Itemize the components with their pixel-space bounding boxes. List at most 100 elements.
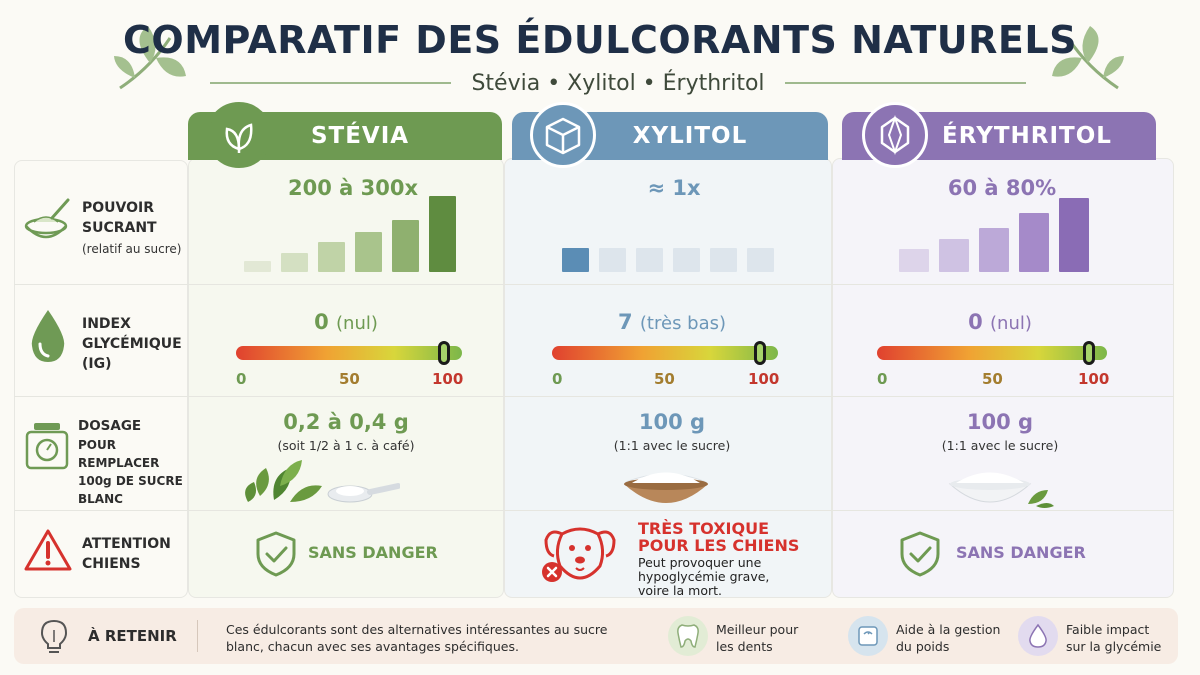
benefit-teeth-label: Meilleur pour les dents bbox=[716, 622, 799, 654]
stevia-ig-marker bbox=[437, 341, 450, 365]
row-divider bbox=[14, 396, 188, 397]
cube-icon bbox=[545, 117, 581, 155]
sweetness-bar bbox=[747, 248, 774, 272]
page-subtitle: Stévia • Xylitol • Érythritol bbox=[471, 70, 765, 96]
erythritol-sweetness: 60 à 80% bbox=[947, 176, 1057, 200]
sweetness-bar bbox=[392, 220, 419, 272]
row-label-glycemic: INDEX GLYCÉMIQUE (IG) bbox=[82, 316, 182, 372]
stevia-dosage: 0,2 à 0,4 g bbox=[283, 410, 409, 434]
erythritol-shield-check-icon bbox=[900, 531, 940, 577]
row-sublabel-sweetness: (relatif au sucre) bbox=[82, 242, 182, 256]
gauge-mid-label: 50 bbox=[654, 370, 675, 388]
sweetness-bar bbox=[939, 239, 969, 272]
row-sublabel-dosage: POUR REMPLACER 100g DE SUCRE BLANC bbox=[78, 438, 183, 506]
row-divider bbox=[188, 396, 1174, 397]
xylitol-sweetness: ≈ 1x bbox=[647, 176, 701, 200]
gauge-max-label: 100 bbox=[1078, 370, 1110, 388]
gauge-min-label: 0 bbox=[877, 370, 888, 388]
sweetness-bar bbox=[318, 241, 345, 272]
xylitol-name: XYLITOL bbox=[632, 123, 748, 149]
xylitol-ig-marker bbox=[753, 341, 766, 365]
benefit-glycemia-badge bbox=[1018, 616, 1058, 656]
row-labels-panel bbox=[14, 160, 188, 598]
erythritol-sweetness-bars bbox=[899, 196, 1089, 272]
erythritol-ig-gauge bbox=[877, 346, 1107, 360]
leaf-icon bbox=[225, 123, 253, 153]
sugar-bowl-icon bbox=[24, 198, 70, 239]
stevia-safety: SANS DANGER bbox=[308, 543, 438, 562]
row-divider bbox=[188, 510, 1174, 511]
stevia-sweetness-bars bbox=[244, 196, 456, 272]
gauge-min-label: 0 bbox=[236, 370, 247, 388]
stevia-sweetness: 200 à 300x bbox=[287, 176, 418, 200]
stevia-leaves-spoon-image bbox=[245, 460, 400, 503]
xylitol-ig-value: 7 bbox=[617, 310, 633, 334]
sweetness-bar bbox=[1019, 213, 1049, 272]
sweetness-bar bbox=[673, 248, 700, 272]
warning-icon bbox=[24, 529, 72, 571]
row-divider bbox=[14, 284, 188, 285]
row-divider bbox=[14, 510, 188, 511]
benefit-weight-label: Aide à la gestion du poids bbox=[896, 622, 1001, 654]
sweetness-bar bbox=[562, 248, 589, 272]
xylitol-ig-gauge bbox=[552, 346, 778, 360]
row-label-dosage: DOSAGE bbox=[78, 418, 142, 434]
row-divider bbox=[188, 284, 1174, 285]
leaf-decoration-left-icon bbox=[114, 26, 186, 90]
gauge-max-label: 100 bbox=[748, 370, 780, 388]
erythritol-safety: SANS DANGER bbox=[956, 543, 1086, 562]
sweetness-bar bbox=[710, 248, 737, 272]
benefit-glycemia-label: Faible impact sur la glycémie bbox=[1066, 622, 1162, 654]
stevia-dosage-note: (soit 1/2 à 1 c. à café) bbox=[277, 438, 415, 453]
crystal-icon bbox=[880, 115, 910, 155]
leaf-decoration-right-icon bbox=[1052, 26, 1124, 90]
gauge-mid-label: 50 bbox=[982, 370, 1003, 388]
xylitol-bowl-image bbox=[624, 472, 708, 503]
stevia-shield-check-icon bbox=[256, 531, 296, 577]
sweetness-bar bbox=[1059, 197, 1089, 272]
xylitol-ig: 7 (très bas) bbox=[504, 310, 840, 334]
stevia-ig-note: (nul) bbox=[336, 313, 378, 334]
xylitol-panel bbox=[504, 158, 832, 598]
stevia-ig-value: 0 bbox=[314, 310, 329, 334]
subtitle-divider-right bbox=[784, 82, 1027, 84]
dog-warning-icon bbox=[542, 527, 616, 582]
erythritol-badge bbox=[862, 102, 928, 168]
gauge-mid-label: 50 bbox=[339, 370, 360, 388]
footer-divider bbox=[197, 620, 198, 652]
xylitol-sweetness-bars bbox=[562, 196, 774, 272]
sweetness-bar bbox=[429, 196, 456, 272]
sweetness-bar bbox=[979, 227, 1009, 272]
row-label-sweetness: POUVOIR SUCRANT bbox=[82, 200, 157, 236]
xylitol-dosage-note: (1:1 avec le sucre) bbox=[613, 438, 731, 453]
sweetness-bar bbox=[244, 260, 271, 272]
stevia-ig-gauge bbox=[236, 346, 462, 360]
lightbulb-icon bbox=[40, 619, 68, 653]
subtitle-divider-left bbox=[210, 82, 452, 84]
scale-icon bbox=[25, 423, 69, 470]
row-label-warning: ATTENTION CHIENS bbox=[82, 536, 171, 572]
sweetness-bar bbox=[636, 248, 663, 272]
sweetness-bar bbox=[355, 232, 382, 272]
stevia-name: STÉVIA bbox=[310, 123, 410, 149]
erythritol-dosage: 100 g bbox=[966, 410, 1034, 434]
erythritol-name: ÉRYTHRITOL bbox=[942, 123, 1112, 149]
stevia-badge bbox=[206, 102, 272, 168]
erythritol-bowl-image bbox=[948, 472, 1054, 508]
erythritol-dosage-note: (1:1 avec le sucre) bbox=[941, 438, 1059, 453]
stevia-ig: 0 (nul) bbox=[188, 310, 504, 334]
benefit-teeth-badge bbox=[668, 616, 708, 656]
sweetness-bar bbox=[281, 253, 308, 272]
tooth-icon bbox=[677, 624, 699, 648]
sweetness-bar bbox=[899, 249, 929, 272]
drop-icon bbox=[31, 310, 65, 362]
benefit-weight-badge bbox=[848, 616, 888, 656]
page-title: COMPARATIF DES ÉDULCORANTS NATURELS bbox=[123, 18, 1077, 62]
gauge-max-label: 100 bbox=[432, 370, 464, 388]
erythritol-ig-value: 0 bbox=[968, 310, 983, 334]
footer-text: Ces édulcorants sont des alternatives in… bbox=[226, 622, 608, 654]
xylitol-ig-note: (très bas) bbox=[639, 313, 727, 334]
erythritol-ig-note: (nul) bbox=[990, 313, 1032, 334]
xylitol-danger-title: TRÈS TOXIQUE POUR LES CHIENS bbox=[638, 519, 800, 555]
footer-title: À RETENIR bbox=[88, 627, 177, 645]
